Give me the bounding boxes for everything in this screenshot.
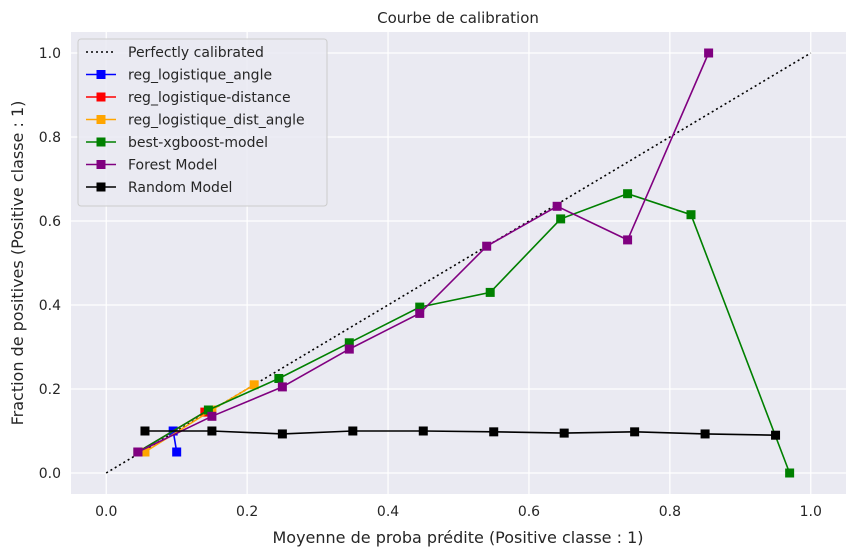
y-axis-label: Fraction de positives (Positive classe :… — [8, 101, 27, 426]
legend-label: reg_logistique_angle — [128, 68, 272, 84]
legend-item: Forest Model — [86, 158, 217, 174]
legend-item: Random Model — [86, 180, 232, 196]
y-tick-label: 0.4 — [39, 298, 61, 314]
legend-marker — [96, 92, 106, 102]
x-tick-label: 0.0 — [95, 504, 117, 520]
x-tick-label: 0.6 — [518, 504, 540, 520]
data-point — [771, 430, 781, 440]
legend: Perfectly calibrated reg_logistique_angle… — [77, 38, 328, 207]
y-tick-label: 0.6 — [39, 214, 61, 230]
legend-label: best-xgboost-model — [128, 135, 268, 151]
data-point — [344, 344, 354, 354]
data-point — [623, 235, 633, 245]
data-point — [140, 426, 150, 436]
legend-marker — [96, 115, 106, 124]
legend-item: reg_logistique_angle — [86, 68, 272, 84]
data-point — [415, 308, 425, 318]
data-point — [249, 380, 259, 390]
data-point — [344, 338, 354, 348]
grid — [71, 32, 846, 494]
legend-box — [77, 38, 328, 207]
data-point — [207, 411, 217, 421]
y-tick-label: 0.8 — [39, 130, 61, 146]
data-point — [482, 241, 492, 251]
data-point — [630, 427, 640, 437]
data-point — [623, 189, 633, 199]
data-point — [348, 426, 358, 436]
series-line — [145, 430, 776, 436]
data-point — [418, 426, 428, 436]
legend-item: Perfectly calibrated — [86, 45, 264, 61]
y-tick-label: 1.0 — [39, 46, 61, 62]
legend-marker — [96, 70, 106, 79]
series-layer — [105, 48, 812, 478]
data-point — [274, 374, 284, 383]
data-point — [785, 468, 795, 478]
data-point — [203, 405, 213, 415]
x-tick-label: 0.4 — [377, 504, 399, 520]
series-5 — [133, 48, 714, 457]
series-6 — [140, 426, 781, 440]
y-tick-label: 0.2 — [39, 382, 61, 398]
tick-labels: 0.0 0.2 0.4 0.6 0.8 1.0 0.0 0.2 0.4 0.6 0.8 1.0 — [39, 46, 822, 520]
legend-item: best-xgboost-model — [86, 135, 268, 151]
data-point — [704, 48, 714, 58]
chart-title: Courbe de calibration — [377, 9, 539, 27]
legend-label: reg_logistique_dist_angle — [128, 113, 305, 129]
legend-marker — [96, 182, 106, 192]
data-point — [556, 214, 566, 224]
y-tick-label: 0.0 — [39, 466, 61, 482]
x-tick-label: 0.2 — [236, 504, 258, 520]
data-point — [140, 447, 150, 457]
data-point — [277, 429, 287, 439]
data-point — [133, 447, 143, 457]
series-line — [137, 192, 791, 474]
legend-label: Forest Model — [128, 158, 217, 174]
legend-label: reg_logistique-distance — [128, 90, 291, 106]
data-point — [552, 201, 562, 211]
data-point — [415, 302, 425, 312]
legend-label: Random Model — [128, 180, 232, 196]
legend-item: reg_logistique-distance — [86, 90, 291, 106]
legend-label: Perfectly calibrated — [128, 45, 264, 61]
legend-marker — [96, 160, 106, 169]
data-point — [686, 210, 696, 220]
data-point — [172, 447, 182, 457]
x-tick-label: 0.8 — [659, 504, 681, 520]
series-4 — [133, 189, 795, 478]
data-point — [489, 427, 499, 437]
data-point — [485, 287, 495, 297]
x-tick-label: 1.0 — [800, 504, 822, 520]
data-point — [207, 426, 217, 436]
data-point — [559, 428, 569, 438]
data-point — [277, 382, 287, 392]
x-axis-label: Moyenne de proba prédite (Positive class… — [272, 528, 643, 547]
data-point — [700, 429, 710, 439]
legend-marker — [96, 137, 106, 147]
legend-item: reg_logistique_dist_angle — [86, 113, 305, 129]
